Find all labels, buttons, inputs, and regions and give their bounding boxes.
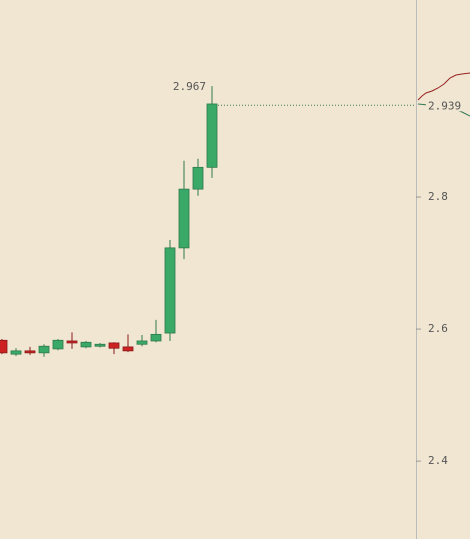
candle-body	[94, 343, 106, 347]
last-price-label: 2.939	[428, 99, 461, 112]
candle-body	[164, 247, 176, 334]
candle-body	[122, 346, 134, 352]
candle-body	[178, 188, 190, 249]
candle-body	[192, 166, 204, 190]
candle-body	[0, 339, 8, 354]
candle-body	[108, 342, 120, 349]
candle-body	[66, 340, 78, 344]
candle-body	[24, 350, 36, 354]
depth-up	[417, 72, 470, 101]
y-tick-label: 2.6	[428, 322, 448, 335]
candle-body	[52, 339, 64, 350]
last-price-label-bg	[426, 99, 466, 112]
candle-body	[206, 103, 218, 168]
candle-body	[10, 350, 22, 355]
y-tick-label: 2.8	[428, 190, 448, 203]
candle-body	[38, 345, 50, 354]
candle-body	[150, 333, 162, 342]
high-annotation: 2.967	[173, 80, 206, 93]
y-tick-label: 2.4	[428, 454, 448, 467]
candle-body	[136, 340, 148, 345]
candle-body	[80, 341, 92, 348]
